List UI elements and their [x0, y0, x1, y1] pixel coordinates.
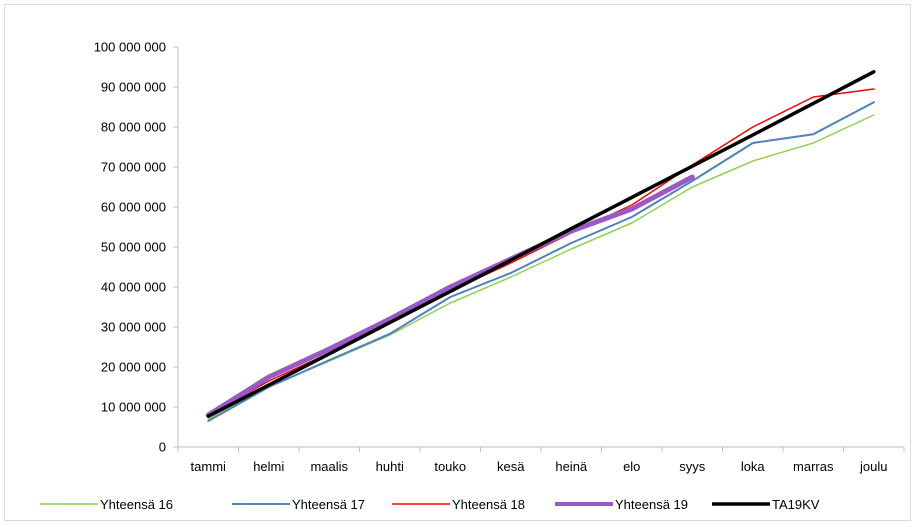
y-tick-label: 10 000 000 — [101, 400, 166, 415]
x-tick-label: touko — [434, 459, 466, 474]
x-tick-label: marras — [793, 459, 834, 474]
y-tick-label: 40 000 000 — [101, 280, 166, 295]
y-tick-label: 50 000 000 — [101, 240, 166, 255]
y-tick-label: 80 000 000 — [101, 120, 166, 135]
x-tick-label: elo — [623, 459, 640, 474]
legend-label-5: TA19KV — [772, 497, 820, 512]
y-tick-label: 30 000 000 — [101, 320, 166, 335]
legend-label-1: Yhteensä 16 — [100, 497, 173, 512]
series-line-2 — [207, 101, 875, 422]
x-tick-label: helmi — [253, 459, 284, 474]
legend-label-4: Yhteensä 19 — [615, 497, 688, 512]
x-tick-label: tammi — [191, 459, 227, 474]
x-tick-label: joulu — [859, 459, 887, 474]
x-tick-label: loka — [741, 459, 766, 474]
x-tick-label: syys — [679, 459, 706, 474]
y-tick-label: 100 000 000 — [94, 40, 166, 55]
chart-frame — [4, 4, 911, 521]
series-line-4 — [205, 174, 695, 418]
x-tick-label: heinä — [555, 459, 588, 474]
legend-label-3: Yhteensä 18 — [452, 497, 525, 512]
y-tick-label: 70 000 000 — [101, 160, 166, 175]
y-tick-label: 60 000 000 — [101, 200, 166, 215]
series-line-1 — [207, 114, 875, 420]
x-tick-label: huhti — [376, 459, 404, 474]
y-tick-label: 20 000 000 — [101, 360, 166, 375]
x-tick-label: kesä — [497, 459, 525, 474]
y-tick-label: 0 — [159, 440, 166, 455]
y-tick-label: 90 000 000 — [101, 80, 166, 95]
legend-label-2: Yhteensä 17 — [292, 497, 365, 512]
x-tick-label: maalis — [310, 459, 348, 474]
series-line-5 — [206, 70, 876, 418]
